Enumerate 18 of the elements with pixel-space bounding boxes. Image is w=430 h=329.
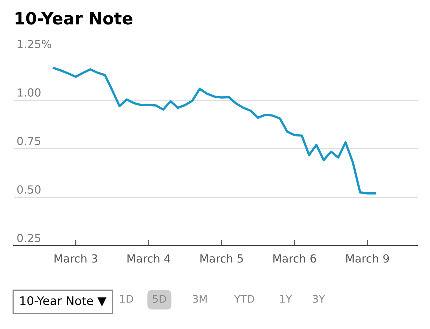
y-tick-label: 1.00	[18, 88, 41, 97]
y-tick-label: 0.50	[18, 186, 41, 194]
text: 1D	[120, 295, 134, 303]
x-tick-label: March 4	[128, 254, 171, 263]
x-tick-label: March 6	[274, 254, 316, 263]
x-tick-label: March 5	[200, 254, 244, 263]
text: 3M	[193, 295, 207, 304]
text: 5D	[153, 295, 166, 304]
x-tick-label: March 9	[346, 254, 390, 263]
text: 3Y	[313, 295, 326, 304]
text: YTD	[234, 295, 254, 303]
text: 10-Year Note ▼	[20, 296, 107, 307]
x-tick-label: March 3	[54, 254, 98, 263]
text: 1Y	[280, 295, 292, 303]
chart-title: 10-Year Note	[16, 12, 133, 25]
y-tick-label: 1.25%	[18, 40, 52, 48]
y-tick-label: 0.75	[18, 137, 41, 146]
y-tick-label: 0.25	[18, 234, 41, 242]
